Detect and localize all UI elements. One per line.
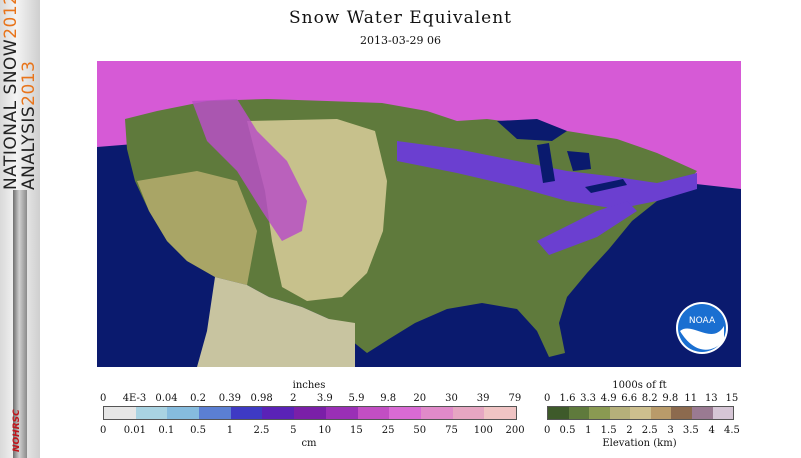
elev_legend-swatch: [630, 407, 651, 419]
swe_legend-top-tick-label: 30: [445, 393, 458, 404]
swe_legend-bottom-tick-label: 0.01: [123, 425, 146, 436]
swe_legend-top-tick-label: 20: [413, 393, 427, 404]
elev_legend-swatch: [691, 407, 713, 419]
swe_legend-swatch: [420, 407, 453, 419]
brand-line1-text: NATIONAL SNOW: [1, 38, 21, 190]
swe_legend-top-tick-label: 2: [290, 393, 297, 404]
swe-legend-bottom-unit: cm: [301, 438, 317, 449]
swe_legend-top-tick-label: 39: [476, 393, 490, 404]
elev_legend-top-tick-label: 3.3: [580, 393, 597, 404]
swe_legend-bottom-tick-label: 5: [290, 425, 297, 436]
elevation-legend-top-unit: 1000s of ft: [612, 380, 667, 391]
swe_legend-bottom-tick-label: 2.5: [253, 425, 270, 436]
swe_legend-top-tick-label: 9.8: [380, 393, 397, 404]
swe_legend-bottom-tick-label: 1: [226, 425, 234, 436]
elev_legend-top-tick-label: 4.9: [600, 393, 617, 404]
swe_legend-bottom-tick-label: 25: [381, 425, 395, 436]
elev_legend-top-tick-label: 1.6: [559, 393, 576, 404]
sidebar-brand: NOHRSC NATIONAL SNOW2012 ANALYSIS2013: [0, 0, 40, 458]
elev_legend-top-tick-label: 15: [725, 393, 739, 404]
sidebar-banner: NOHRSC NATIONAL SNOW2012 ANALYSIS2013: [0, 0, 40, 458]
elev_legend-bottom-tick-label: 3: [667, 425, 674, 436]
lake-superior: [497, 119, 567, 141]
swe_legend-bottom-tick-label: 100: [473, 425, 493, 436]
swe_legend-top-tick-label: 4E-3: [122, 393, 147, 404]
swe_legend-swatch: [104, 407, 136, 419]
elev_legend-bottom-tick-label: 2.5: [641, 425, 658, 436]
lake-erie: [585, 179, 627, 193]
swe_legend-bottom-tick-label: 10: [318, 425, 332, 436]
elev_legend-swatch: [568, 407, 590, 419]
elev_legend-top-tick-label: 8.2: [641, 393, 658, 404]
elev_legend-bottom-tick-label: 0: [544, 425, 551, 436]
brand-line2-year: 2013: [19, 60, 39, 106]
swe_legend-swatch: [294, 407, 326, 419]
swe_legend-bottom-tick-label: 0.1: [158, 425, 175, 436]
swe_legend-swatch: [262, 407, 295, 419]
noaa-logo: NOAA: [676, 302, 728, 354]
lake-huron: [567, 151, 591, 171]
swe_legend-top-tick-label: 0: [100, 393, 107, 404]
swe_legend-swatch: [357, 407, 390, 419]
elev_legend-swatch: [671, 407, 692, 419]
swe_legend-bottom-tick-label: 15: [350, 425, 363, 436]
lake-michigan: [537, 143, 555, 183]
elev_legend-bottom-tick-label: 0.5: [559, 425, 576, 436]
snow-pole-image: [13, 190, 27, 458]
swe_legend-top-tick-label: 0.39: [218, 393, 242, 404]
elev_legend-bottom-tick-label: 2: [626, 425, 633, 436]
swe_legend-swatch: [484, 407, 516, 419]
western-basin: [137, 171, 257, 285]
swe_legend-swatch: [389, 407, 421, 419]
mexico-region: [197, 277, 355, 367]
map-timestamp: 2013-03-29 06: [360, 34, 441, 47]
swe_legend-bottom-tick-label: 75: [445, 425, 458, 436]
elev_legend-bottom-tick-label: 4: [708, 425, 715, 436]
swe_legend-bottom-tick-label: 0: [100, 425, 107, 436]
swe_legend-swatch: [452, 407, 485, 419]
swe_legend-swatch: [135, 407, 168, 419]
swe_legend-bottom-tick-label: 0.5: [190, 425, 206, 436]
swe_legend-swatch: [325, 407, 358, 419]
elev_legend-top-tick-label: 6.6: [621, 393, 638, 404]
elev_legend-top-tick-label: 0: [544, 393, 551, 404]
page-title: Snow Water Equivalent: [288, 8, 513, 28]
swe-color-bar: [103, 406, 517, 420]
elev_legend-swatch: [589, 407, 610, 419]
elev_legend-bottom-tick-label: 3.5: [682, 425, 699, 436]
elev_legend-top-tick-label: 13: [704, 393, 718, 404]
noaa-logo-text: NOAA: [689, 316, 716, 326]
appalachian-snow: [537, 201, 637, 255]
elevation-color-bar: [547, 406, 734, 420]
swe_legend-bottom-tick-label: 50: [413, 425, 427, 436]
swe_legend-swatch: [167, 407, 200, 419]
elev_legend-top-tick-label: 11: [684, 393, 698, 404]
nohrsc-logo: NOHRSC: [12, 409, 22, 452]
swe_legend-top-tick-label: 0.2: [190, 393, 206, 404]
elevation-legend-bottom-unit: Elevation (km): [602, 438, 677, 449]
swe_legend-top-tick-label: 0.04: [155, 393, 178, 404]
elev_legend-bottom-tick-label: 1: [585, 425, 592, 436]
swe-map: NOAA: [97, 61, 741, 367]
swe_legend-top-tick-label: 3.9: [316, 393, 333, 404]
swe_legend-top-tick-label: 0.98: [250, 393, 273, 404]
brand-line1: NATIONAL SNOW2012: [1, 0, 21, 190]
brand-line2: ANALYSIS2013: [19, 61, 39, 190]
elev_legend-swatch: [712, 407, 734, 419]
swe-legend-top-unit: inches: [292, 380, 326, 391]
swe_legend-swatch: [230, 407, 263, 419]
swe_legend-top-tick-label: 5.9: [348, 393, 365, 404]
elev_legend-swatch: [650, 407, 672, 419]
swe_legend-top-tick-label: 79: [508, 393, 522, 404]
brand-line2-text: ANALYSIS: [19, 105, 39, 190]
rockies-snow: [192, 99, 307, 241]
swe_legend-swatch: [199, 407, 231, 419]
elev_legend-bottom-tick-label: 1.5: [600, 425, 617, 436]
swe_legend-bottom-tick-label: 200: [505, 425, 525, 436]
elev_legend-bottom-tick-label: 4.5: [724, 425, 740, 436]
elev_legend-top-tick-label: 9.8: [662, 393, 679, 404]
elev_legend-swatch: [548, 407, 569, 419]
elev_legend-swatch: [609, 407, 631, 419]
